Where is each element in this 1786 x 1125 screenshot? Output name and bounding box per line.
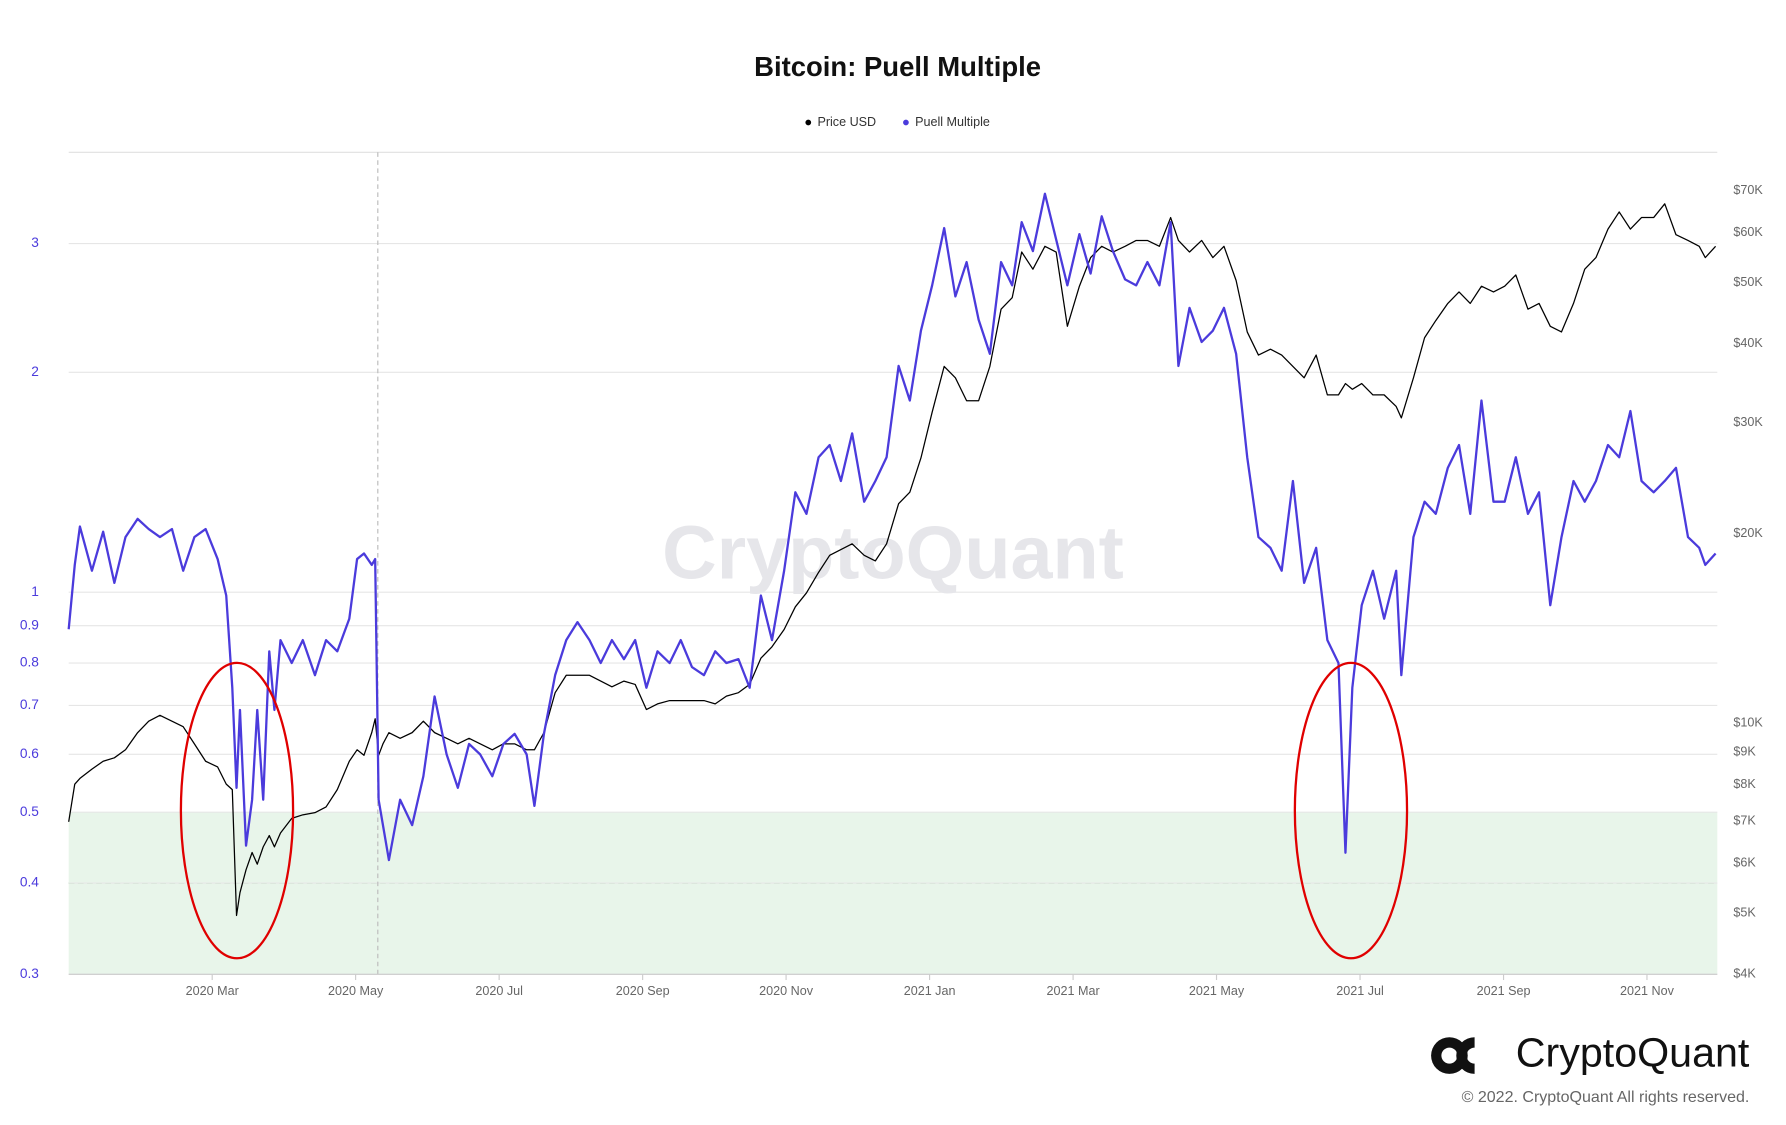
y-tick-label: 0.5: [20, 804, 39, 819]
x-tick-label: 2021 May: [1189, 984, 1245, 998]
safe-zone: [68, 812, 1718, 975]
y-tick-label: 0.8: [20, 655, 39, 670]
y-tick-label: 1: [31, 584, 39, 599]
brand-logo: [1431, 1037, 1475, 1074]
y2-tick-label: $8K: [1733, 777, 1756, 791]
x-tick-label: 2021 Jul: [1336, 984, 1384, 998]
chart-title: Bitcoin: Puell Multiple: [754, 51, 1041, 82]
y-tick-label: 2: [31, 364, 39, 379]
legend-label: Price USD: [817, 115, 876, 129]
copyright: © 2022. CryptoQuant All rights reserved.: [1462, 1088, 1750, 1106]
y2-tick-label: $5K: [1733, 906, 1756, 920]
watermark: CryptoQuant: [662, 512, 1124, 596]
y-tick-label: 0.6: [20, 746, 39, 761]
highlight-ellipse: [179, 661, 295, 960]
x-tick-label: 2020 Nov: [759, 984, 814, 998]
highlight-ellipse: [1293, 661, 1409, 960]
y2-tick-label: $30K: [1733, 415, 1763, 429]
y2-tick-label: $7K: [1733, 813, 1756, 827]
legend-marker: [805, 119, 812, 126]
axes-layer: 0.3 0.4 0.5 0.6 0.7 0.8 0.9 1 2 3 $4K $5K $6K $7K $8K $…: [20, 183, 1763, 998]
y2-tick-label: $4K: [1733, 967, 1756, 981]
x-tick-label: 2021 Nov: [1620, 984, 1675, 998]
legend: Price USD Puell Multiple: [805, 115, 990, 129]
y-tick-label: 0.4: [20, 875, 39, 890]
y-tick-label: 3: [31, 235, 39, 250]
y-tick-label: 0.3: [20, 966, 39, 981]
x-tick-label: 2020 Sep: [616, 984, 670, 998]
x-tick-label: 2021 Jan: [904, 984, 956, 998]
x-tick-label: 2020 Mar: [186, 984, 239, 998]
series-line: [67, 192, 1717, 862]
x-tick-label: 2021 Mar: [1047, 984, 1100, 998]
x-tick-label: 2020 May: [328, 984, 384, 998]
y2-tick-label: $60K: [1733, 225, 1763, 239]
y2-tick-label: $50K: [1733, 275, 1763, 289]
x-tick-label: 2020 Jul: [475, 984, 523, 998]
y2-tick-label: $20K: [1733, 526, 1763, 540]
legend-marker: [903, 119, 909, 126]
legend-label: Puell Multiple: [915, 115, 990, 129]
brand-name: CryptoQuant: [1516, 1029, 1750, 1075]
x-tick-label: 2021 Sep: [1477, 984, 1531, 998]
y2-tick-label: $6K: [1733, 856, 1756, 870]
zone-layer: [68, 812, 1718, 975]
logo-icon: [1441, 1047, 1458, 1064]
y2-tick-label: $70K: [1733, 183, 1763, 197]
y-tick-label: 0.9: [20, 617, 39, 632]
y2-tick-label: $9K: [1733, 745, 1756, 759]
y-tick-label: 0.7: [20, 697, 39, 712]
y2-tick-label: $10K: [1733, 716, 1763, 730]
logo-icon: [1456, 1037, 1475, 1074]
y2-tick-label: $40K: [1733, 336, 1763, 350]
